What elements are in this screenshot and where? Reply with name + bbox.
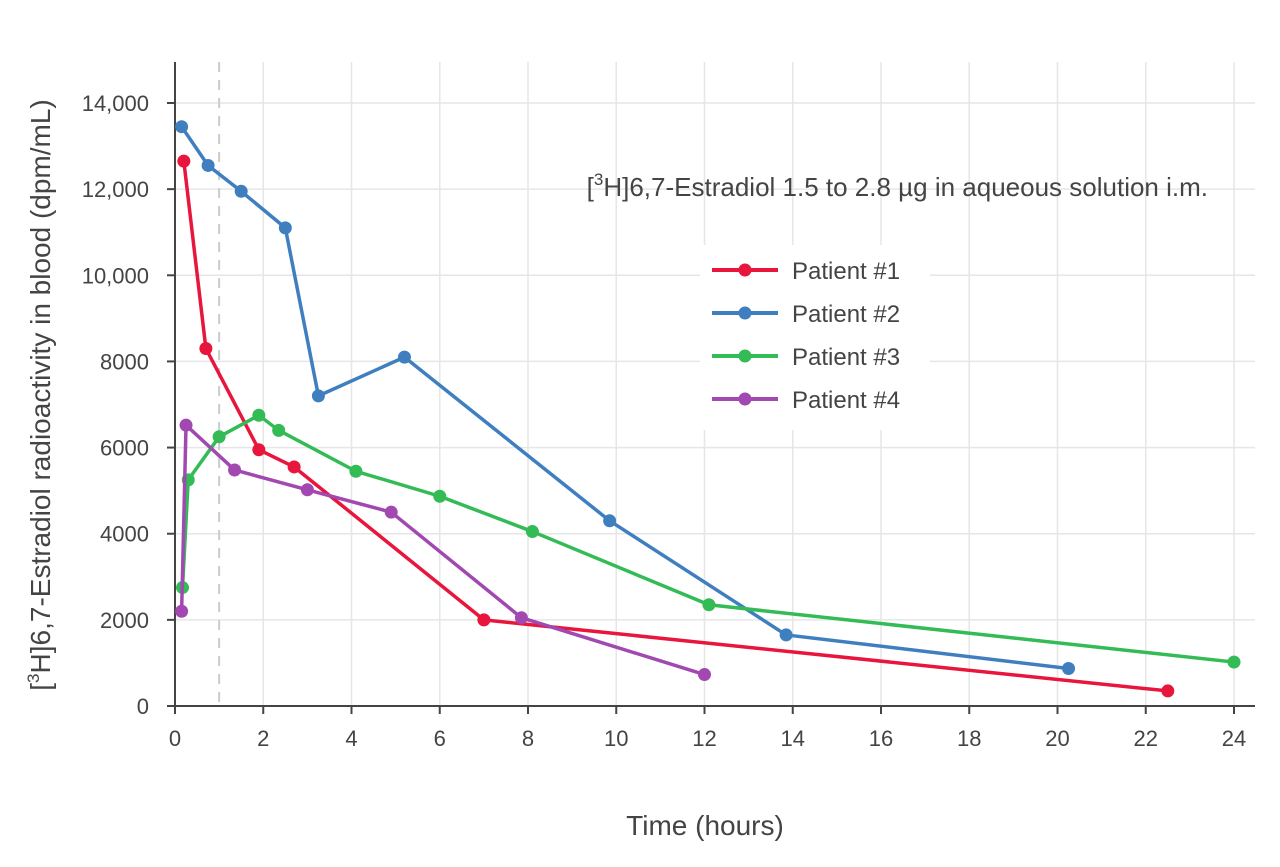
- x-tick-label: 8: [522, 726, 534, 751]
- y-tick-label: 8000: [100, 349, 149, 374]
- data-point: [1062, 662, 1076, 676]
- data-point: [287, 460, 301, 474]
- data-point: [525, 525, 539, 539]
- x-tick-label: 12: [692, 726, 716, 751]
- data-point: [698, 668, 711, 682]
- data-point: [177, 154, 191, 168]
- y-title-text: H]6,7-Estradiol radioactivity in blood (…: [25, 99, 56, 673]
- data-point: [514, 611, 528, 625]
- data-point: [199, 342, 213, 356]
- y-title-prefix: [: [25, 683, 56, 691]
- y-tick-label: 12,000: [82, 177, 149, 202]
- legend-item: Patient #2: [712, 301, 900, 328]
- series-line: [182, 160, 1168, 693]
- x-tick-label: 4: [345, 726, 357, 751]
- data-point: [477, 613, 491, 627]
- x-tick-label: 6: [434, 726, 446, 751]
- y-tick-label: 14,000: [82, 91, 149, 116]
- legend-item: Patient #4: [712, 387, 900, 414]
- y-tick-label: 4000: [100, 522, 149, 547]
- data-point: [252, 408, 266, 422]
- x-axis-title: Time (hours): [626, 810, 784, 841]
- legend-label: Patient #1: [792, 258, 900, 285]
- data-point: [201, 158, 215, 172]
- x-tick-label: 18: [957, 726, 981, 751]
- legend-swatch-dot: [738, 263, 752, 277]
- annotation-prefix: [: [587, 172, 595, 202]
- x-tick-label: 2: [257, 726, 269, 751]
- y-tick-label: 0: [137, 694, 149, 719]
- data-point: [234, 184, 248, 198]
- legend-label: Patient #3: [792, 344, 900, 371]
- legend-label: Patient #4: [792, 387, 900, 414]
- series-group: [175, 120, 1241, 698]
- data-point: [433, 489, 447, 503]
- y-tick-label: 2000: [100, 608, 149, 633]
- legend-item: Patient #1: [712, 258, 900, 285]
- data-point: [1227, 655, 1241, 669]
- legend-swatch-dot: [738, 392, 752, 406]
- y-axis-title: [3H]6,7-Estradiol radioactivity in blood…: [24, 99, 56, 690]
- legend-swatch-dot: [738, 306, 752, 320]
- legend-swatch-dot: [738, 349, 752, 363]
- data-point: [300, 483, 314, 497]
- series-line: [179, 423, 706, 677]
- x-tick-label: 20: [1045, 726, 1069, 751]
- x-tick-label: 22: [1134, 726, 1158, 751]
- data-point: [272, 423, 286, 437]
- data-point: [228, 463, 242, 477]
- data-point: [311, 389, 325, 403]
- series-2: [175, 120, 1076, 676]
- series-1: [177, 154, 1175, 698]
- annotation-text: H]6,7-Estradiol 1.5 to 2.8 µg in aqueous…: [603, 172, 1208, 202]
- legend-item: Patient #3: [712, 344, 900, 371]
- data-point: [278, 221, 292, 235]
- data-point: [384, 505, 398, 519]
- chart-annotation: [3H]6,7-Estradiol 1.5 to 2.8 µg in aqueo…: [587, 170, 1208, 202]
- y-title-superscript: 3: [24, 673, 43, 682]
- x-tick-label: 24: [1222, 726, 1246, 751]
- y-tick-label: 6000: [100, 436, 149, 461]
- data-point: [779, 628, 793, 642]
- data-point: [179, 418, 193, 432]
- legend-label: Patient #2: [792, 301, 900, 328]
- x-tick-label: 16: [869, 726, 893, 751]
- y-tick-label: 10,000: [82, 263, 149, 288]
- data-point: [603, 514, 617, 528]
- x-tick-label: 14: [781, 726, 805, 751]
- data-point: [175, 604, 189, 618]
- x-tick-label: 10: [604, 726, 628, 751]
- series-line: [180, 413, 1235, 664]
- legend: Patient #1 Patient #2 Patient #3 Patient #4: [700, 245, 930, 430]
- data-point: [702, 598, 716, 612]
- data-point: [397, 350, 411, 364]
- data-point: [212, 430, 226, 444]
- data-point: [1161, 684, 1175, 698]
- data-point: [252, 443, 266, 457]
- data-point: [175, 120, 189, 134]
- annotation-superscript: 3: [594, 170, 603, 189]
- x-axis-ticks: 0 2 4 6 8 10 12 14 16 18 20 22 24: [169, 706, 1246, 751]
- series-4: [175, 418, 711, 682]
- data-point: [349, 464, 363, 478]
- y-axis-ticks: 0 2000 4000 6000 8000 10,000 12,000 14,000: [82, 91, 175, 719]
- x-tick-label: 0: [169, 726, 181, 751]
